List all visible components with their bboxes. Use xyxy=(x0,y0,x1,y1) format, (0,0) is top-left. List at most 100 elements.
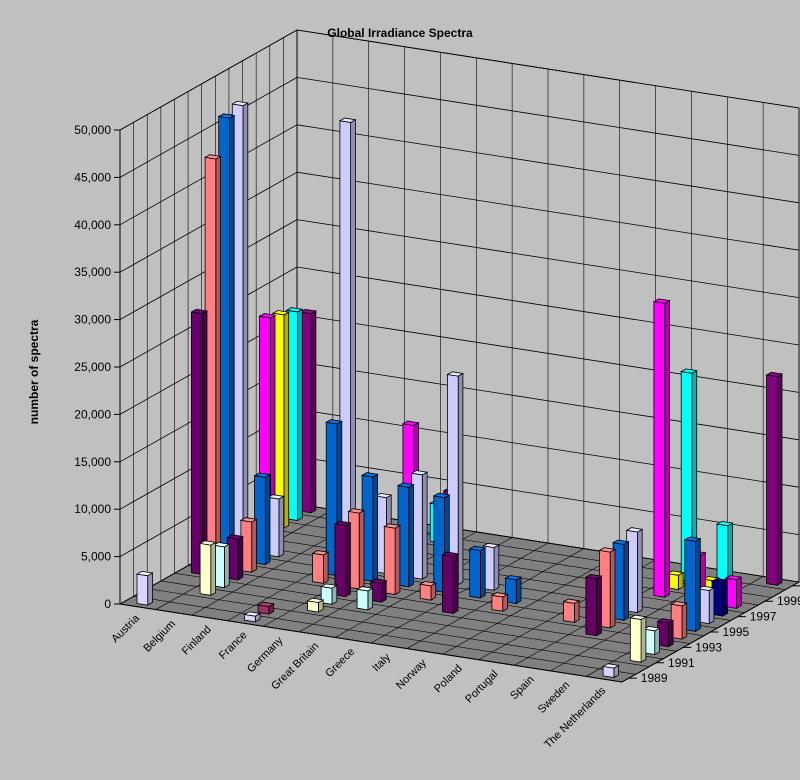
bar-top xyxy=(642,625,661,632)
bar-side xyxy=(147,572,153,606)
bar-the-netherlands-1994 xyxy=(670,601,688,640)
bar-norway-1995 xyxy=(504,575,523,605)
bar-side xyxy=(667,619,674,648)
bar-sweden-2000 xyxy=(715,520,734,589)
bar-top xyxy=(419,581,437,587)
bar-front xyxy=(585,576,597,637)
bar-side xyxy=(210,541,217,596)
value-tick-label: 50,000 xyxy=(74,123,111,137)
bar-side xyxy=(493,544,500,591)
bar-top xyxy=(306,597,325,603)
bar-side xyxy=(215,155,222,568)
bar-france-1990 xyxy=(257,601,275,615)
bar-front xyxy=(199,542,212,596)
bar-great-britain-1995 xyxy=(396,482,415,588)
bar-great-britain-1996 xyxy=(410,470,429,580)
bar-greece-1994 xyxy=(419,581,437,601)
bar-spain-1996 xyxy=(625,527,644,614)
bar-side xyxy=(664,299,670,598)
bar-top xyxy=(562,598,581,604)
bar-side xyxy=(515,576,522,605)
bar-top xyxy=(666,570,685,576)
bar-side xyxy=(322,551,329,585)
value-tick-label: 30,000 xyxy=(74,313,111,327)
bar-belgium-1994 xyxy=(239,517,258,573)
bar-france-1994 xyxy=(311,550,330,585)
bar-top xyxy=(697,585,716,591)
category-label: Finland xyxy=(180,624,214,658)
bar-side xyxy=(637,528,643,614)
value-tick-label: 10,000 xyxy=(74,502,111,516)
category-label: Italy xyxy=(370,651,393,674)
bar-side xyxy=(776,373,783,586)
bar-front xyxy=(469,548,481,599)
bar-front xyxy=(491,594,504,612)
value-tick-label: 25,000 xyxy=(74,360,111,374)
bar-austria-1995 xyxy=(217,113,236,560)
bar-side xyxy=(278,495,285,558)
category-label: Austria xyxy=(109,612,142,645)
bar-top xyxy=(243,611,262,617)
bar-top xyxy=(360,472,379,478)
bar-side xyxy=(421,471,428,580)
bar-the-netherlands-1993 xyxy=(656,618,675,648)
bar-belgium-1991 xyxy=(198,540,217,596)
bar-side xyxy=(457,372,464,586)
floor-gridline xyxy=(133,596,636,675)
bar-germany-1995 xyxy=(360,472,379,582)
bar-top xyxy=(355,586,374,592)
value-tick-label: 5,000 xyxy=(81,550,111,564)
bar-side xyxy=(408,483,414,588)
bar-front xyxy=(563,601,575,623)
bar-top xyxy=(257,601,275,608)
bar-top xyxy=(325,419,343,425)
bar-front xyxy=(190,311,203,575)
category-label: Greece xyxy=(323,646,357,680)
bar-top xyxy=(683,536,702,542)
depth-label: 1999 xyxy=(777,594,800,608)
bar-top xyxy=(266,494,285,500)
bar-front xyxy=(766,374,778,586)
bar-belgium-1993 xyxy=(226,534,244,581)
bar-austria-1996 xyxy=(231,100,250,552)
bar-top xyxy=(253,472,272,478)
bar-side xyxy=(609,548,616,629)
bar-side xyxy=(345,522,351,598)
y-axis-label: number of spectra xyxy=(27,319,41,424)
bar-side xyxy=(654,627,660,656)
bar-norway-1994 xyxy=(490,592,509,612)
bar-side xyxy=(596,575,602,637)
value-axis-ticks: 0 5,000 10,000 15,000 20,000 25,000 30,000 35,0… xyxy=(74,123,121,611)
bar-side xyxy=(574,600,580,624)
bar-top xyxy=(598,547,617,553)
floor-gridline xyxy=(442,553,620,655)
bar-top xyxy=(765,371,784,378)
bar-side xyxy=(695,537,701,633)
floor-gridline xyxy=(215,549,718,629)
bar-top xyxy=(226,534,244,540)
bar-side xyxy=(297,308,303,522)
bar-top xyxy=(504,575,523,581)
category-label: Norway xyxy=(394,657,429,692)
bar-top xyxy=(611,539,630,545)
bar-side xyxy=(372,473,379,582)
bar-top xyxy=(410,470,429,476)
bar-spain-1994 xyxy=(598,547,617,629)
bar-front xyxy=(356,588,369,611)
category-label: France xyxy=(217,629,250,662)
floor-gridline xyxy=(188,565,691,644)
bar-side xyxy=(640,616,647,663)
bar-belgium-1995 xyxy=(253,472,272,566)
bar-top xyxy=(338,117,357,123)
floor-gridline xyxy=(147,588,650,667)
bar-the-netherlands-1995 xyxy=(683,536,702,633)
bar-front xyxy=(629,617,642,663)
category-label: Sweden xyxy=(536,679,573,716)
bar-spain-1995 xyxy=(611,539,630,621)
bar-side xyxy=(350,119,356,569)
value-tick-label: 0 xyxy=(104,597,111,611)
bar-great-britain-1992 xyxy=(355,586,374,611)
bar-side xyxy=(681,602,688,640)
bar-spain-1999 xyxy=(666,570,685,591)
bar-spain-1998 xyxy=(652,298,671,598)
